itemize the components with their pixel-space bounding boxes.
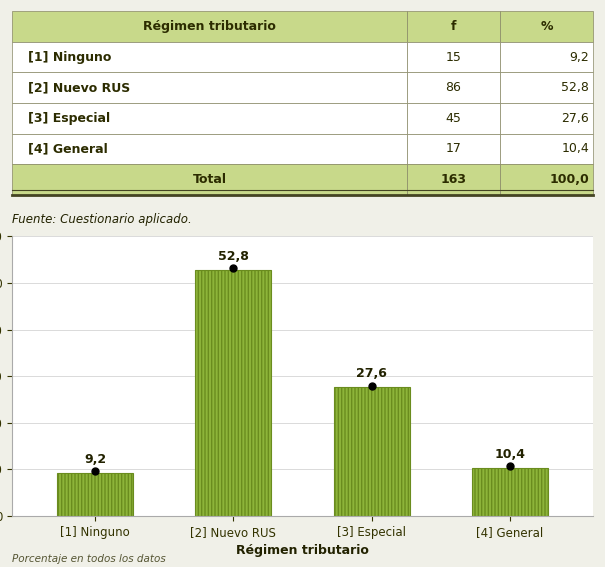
FancyBboxPatch shape — [407, 164, 500, 195]
Text: [2] Nuevo RUS: [2] Nuevo RUS — [28, 81, 130, 94]
Text: 100,0: 100,0 — [549, 173, 589, 186]
FancyBboxPatch shape — [12, 134, 407, 164]
Bar — [195, 270, 272, 516]
FancyBboxPatch shape — [12, 11, 407, 42]
FancyBboxPatch shape — [407, 42, 500, 73]
FancyBboxPatch shape — [500, 164, 593, 195]
FancyBboxPatch shape — [407, 73, 500, 103]
FancyBboxPatch shape — [500, 42, 593, 73]
FancyBboxPatch shape — [407, 11, 500, 42]
Text: 9,2: 9,2 — [569, 50, 589, 64]
Text: %: % — [540, 20, 553, 33]
Text: Total: Total — [192, 173, 226, 186]
Text: 27,6: 27,6 — [561, 112, 589, 125]
FancyBboxPatch shape — [500, 134, 593, 164]
FancyBboxPatch shape — [12, 42, 407, 73]
Text: 9,2: 9,2 — [84, 453, 106, 466]
Text: 45: 45 — [445, 112, 462, 125]
Text: Fuente: Cuestionario aplicado.: Fuente: Cuestionario aplicado. — [12, 213, 192, 226]
Bar — [57, 473, 133, 516]
Text: f: f — [451, 20, 456, 33]
Text: 86: 86 — [445, 81, 462, 94]
Text: [4] General: [4] General — [28, 142, 108, 155]
FancyBboxPatch shape — [500, 73, 593, 103]
FancyBboxPatch shape — [12, 103, 407, 134]
Text: 27,6: 27,6 — [356, 367, 387, 380]
FancyBboxPatch shape — [12, 164, 407, 195]
FancyBboxPatch shape — [500, 11, 593, 42]
Text: Porcentaje en todos los datos: Porcentaje en todos los datos — [12, 554, 166, 564]
Text: 10,4: 10,4 — [561, 142, 589, 155]
X-axis label: Régimen tributario: Régimen tributario — [236, 544, 369, 557]
Text: 52,8: 52,8 — [218, 250, 249, 263]
Text: Régimen tributario: Régimen tributario — [143, 20, 276, 33]
FancyBboxPatch shape — [407, 103, 500, 134]
Text: 10,4: 10,4 — [494, 447, 525, 460]
Text: 17: 17 — [445, 142, 462, 155]
Bar — [472, 468, 548, 516]
Text: 52,8: 52,8 — [561, 81, 589, 94]
Bar — [333, 387, 410, 516]
FancyBboxPatch shape — [500, 103, 593, 134]
FancyBboxPatch shape — [12, 73, 407, 103]
Text: 163: 163 — [440, 173, 466, 186]
Text: [3] Especial: [3] Especial — [28, 112, 110, 125]
Text: [1] Ninguno: [1] Ninguno — [28, 50, 111, 64]
FancyBboxPatch shape — [407, 134, 500, 164]
Text: 15: 15 — [445, 50, 462, 64]
